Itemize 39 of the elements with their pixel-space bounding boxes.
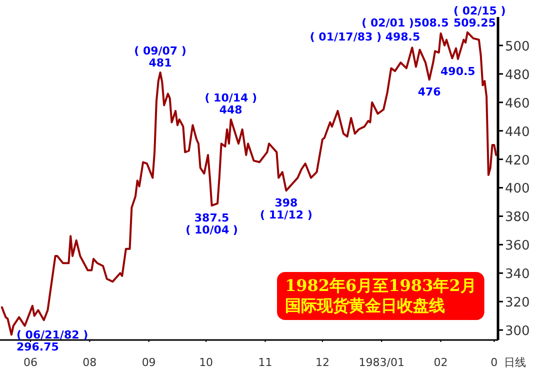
y-tick-label: 380 — [505, 210, 530, 226]
x-tick-label: 1983/01 — [358, 356, 404, 369]
annotation: ( 10/04 ) — [186, 224, 238, 237]
x-tick-label: 11 — [258, 356, 272, 369]
annotation: 490.5 — [440, 64, 476, 78]
y-tick-label: 440 — [505, 124, 530, 140]
annotation: 448 — [219, 103, 242, 116]
y-tick-label: 320 — [505, 296, 530, 311]
annotation: 481 — [148, 56, 172, 70]
y-tick-label: 500 — [505, 39, 530, 54]
x-tick-label: 08 — [82, 356, 97, 369]
x-tick-label: 0 — [490, 356, 498, 369]
x-axis-title: 日线 — [504, 356, 526, 369]
annotation: 296.75 — [16, 340, 59, 354]
y-tick-label: 460 — [505, 96, 530, 112]
annotation: ( 02/15 ) — [453, 4, 506, 18]
annotation: 387.5 — [194, 212, 230, 225]
annotation: ( 10/14 ) — [204, 91, 258, 104]
x-tick-label: 12 — [315, 356, 330, 369]
annotation: 1982年6月至1983年2月 — [285, 276, 476, 295]
y-tick-label: 420 — [505, 153, 530, 168]
annotation: ( 06/21/82 ) — [16, 328, 88, 342]
annotation: ( 09/07 ) — [134, 44, 186, 58]
annotation: 476 — [418, 86, 442, 99]
annotation: 国际现货黄金日收盘线 — [285, 296, 445, 315]
x-tick-label: 06 — [24, 356, 38, 369]
y-tick-label: 360 — [505, 238, 530, 254]
x-tick-label: 02 — [434, 356, 448, 369]
annotation: 398 — [274, 196, 298, 210]
x-tick-label: 10 — [199, 356, 214, 369]
x-tick-label: 09 — [142, 356, 156, 369]
y-tick-label: 400 — [505, 182, 530, 197]
annotation: ( 01/17/83 ) 498.5 — [310, 30, 420, 44]
y-tick-label: 300 — [505, 324, 530, 340]
annotation: 509.25 — [453, 16, 496, 30]
annotation: ( 02/01 )508.5 — [362, 16, 449, 30]
annotation: ( 11/12 ) — [260, 208, 312, 222]
y-tick-label: 480 — [505, 68, 530, 83]
y-tick-label: 340 — [505, 267, 530, 282]
